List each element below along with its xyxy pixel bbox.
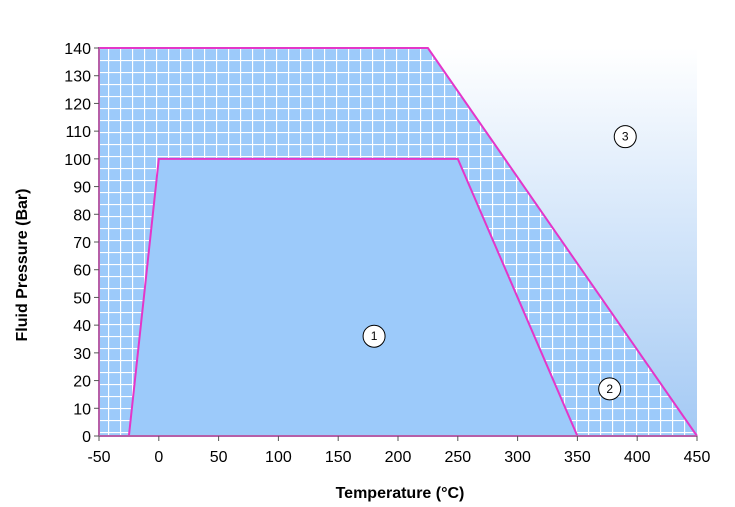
y-axis-ticks: 0 10 20 30 40 50 60 70 80 90 100 110 120 130 140 [64,41,99,446]
zone-3-label: 3 [622,130,629,144]
zone-1-marker [362,324,386,348]
x-tick-label: 400 [624,449,651,466]
y-tick-label: 20 [73,374,91,391]
y-tick-label: 30 [73,346,91,363]
zone-1-region [128,158,578,436]
y-tick-label: 0 [82,429,91,446]
y-axis-title: Fluid Pressure (Bar) [14,189,31,342]
y-tick-label: 140 [64,41,91,58]
zones [98,47,698,437]
y-tick-label: 80 [73,207,91,224]
y-tick-label: 10 [73,401,91,418]
x-tick-label: 0 [154,449,163,466]
x-tick-label: 350 [564,449,591,466]
x-tick-label: 50 [210,449,228,466]
x-tick-label: -50 [87,449,110,466]
x-tick-label: 200 [385,449,412,466]
y-tick-label: 120 [64,96,91,113]
y-tick-label: 130 [64,69,91,86]
y-tick-label: 110 [65,124,91,141]
x-tick-label: 250 [444,449,471,466]
zone-labels: 1 2 3 [362,125,637,401]
y-tick-label: 50 [73,290,91,307]
x-axis-ticks: -50 0 50 100 150 200 250 300 350 400 450 [87,436,710,466]
x-tick-label: 150 [325,449,352,466]
zone-1-boundary [127,157,579,437]
y-tick-label: 70 [73,235,91,252]
zone-2-label: 2 [606,382,613,396]
y-tick-label: 90 [73,180,91,197]
x-tick-label: 300 [504,449,531,466]
zone-1-label: 1 [371,329,378,343]
y-tick-label: 60 [73,263,91,280]
zone-2-marker [598,377,622,401]
x-tick-label: 100 [265,449,292,466]
zone-3-marker [613,125,637,149]
x-tick-label: 450 [684,449,711,466]
y-tick-label: 100 [64,152,91,169]
y-tick-label: 40 [73,318,91,335]
x-axis-title: Temperature (°C) [336,485,465,502]
